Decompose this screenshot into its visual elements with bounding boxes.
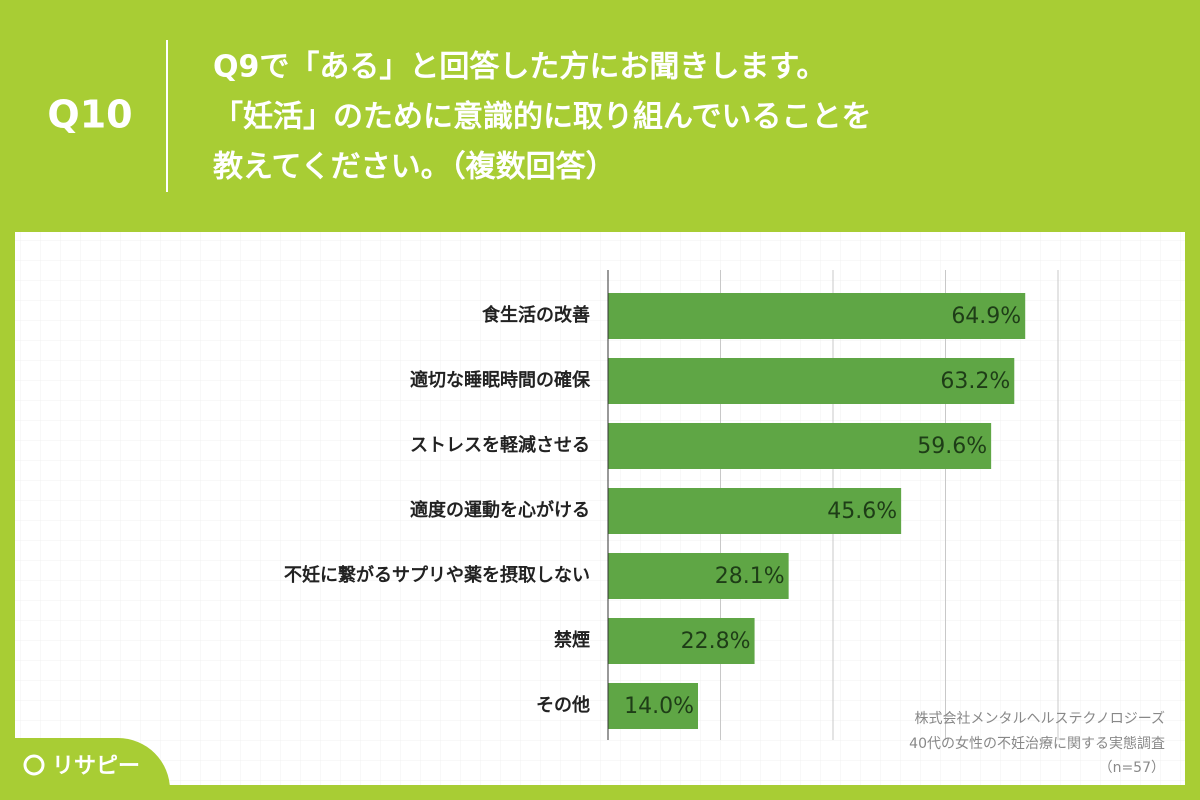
title-line: Q9で「ある」と回答した方にお聞きします。 (213, 50, 826, 85)
category-label: 適切な睡眠時間の確保 (410, 369, 591, 391)
category-label: 禁煙 (554, 629, 590, 651)
title-line: 教えてください。（複数回答） (213, 150, 616, 185)
source: （n=57） (1099, 760, 1165, 776)
category-label: 適度の運動を心がける (410, 499, 590, 521)
bar (608, 293, 1026, 339)
category-label: 食生活の改善 (481, 304, 590, 326)
logo-icon (23, 754, 45, 776)
logo-bg (0, 738, 170, 800)
bar (608, 618, 755, 664)
bar (608, 553, 789, 599)
bar (608, 488, 902, 534)
category-label: 不妊に繋がるサプリや薬を摂取しない (284, 564, 590, 586)
value-label: 64.9% (951, 304, 1021, 329)
logo: リサピー (52, 754, 140, 779)
value-label: 59.6% (917, 434, 987, 459)
bar (608, 423, 992, 469)
bar (608, 683, 698, 729)
value-label: 63.2% (940, 369, 1010, 394)
plot: 食生活の改善 64.9% 適切な睡眠時間の確保 63.2% ストレスを軽減させる 59.6… (284, 270, 1059, 740)
category-label: その他 (536, 694, 590, 716)
title-line: 「妊活」のために意識的に取り組んでいることを (213, 100, 872, 135)
category-label: ストレスを軽減させる (410, 434, 590, 456)
source: 株式会社メンタルヘルステクノロジーズ (915, 711, 1165, 727)
question-number: Q10 (47, 93, 132, 137)
bar (608, 358, 1015, 404)
value-label: 14.0% (624, 694, 694, 719)
value-label: 22.8% (681, 629, 751, 654)
value-label: 45.6% (827, 499, 897, 524)
value-label: 28.1% (715, 564, 785, 589)
source: 40代の女性の不妊治療に関する実態調査 (909, 735, 1165, 752)
